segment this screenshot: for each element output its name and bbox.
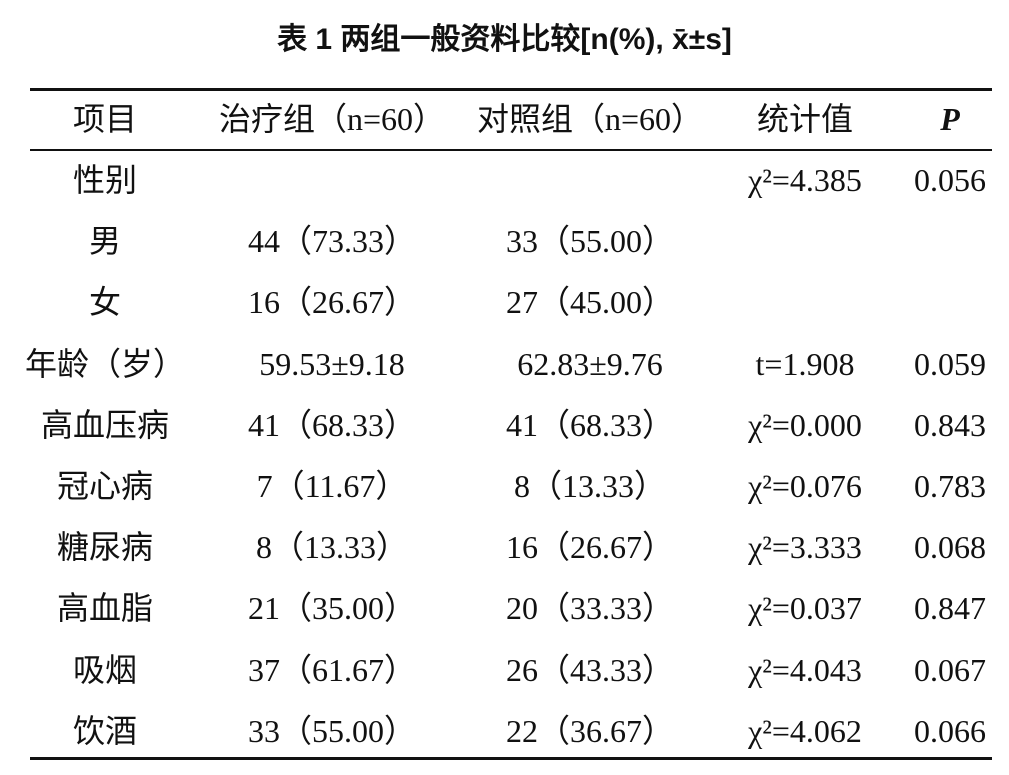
- table-cell: χ²=4.385: [748, 162, 862, 198]
- table-cell: 33（55.00）: [247, 712, 417, 749]
- table-cell: 20（33.33）: [505, 590, 675, 627]
- table-cell: 26（43.33）: [505, 651, 675, 688]
- table-cell: 33（55.00）: [505, 223, 675, 260]
- table-cell: 37（61.67）: [247, 651, 417, 688]
- table-cell: 0.843: [914, 406, 986, 443]
- bottom-rule: [30, 757, 992, 760]
- row-label: 冠心病: [56, 468, 154, 504]
- table-cell: 0.068: [914, 529, 986, 566]
- table-cell: χ²=3.333: [748, 529, 862, 566]
- table-cell: 21（35.00）: [247, 590, 417, 627]
- table-cell: 8（13.33）: [513, 468, 667, 504]
- row-label: 高血脂: [56, 590, 154, 627]
- table-cell: 59.53±9.18: [259, 345, 405, 382]
- table-cell: 0.847: [914, 590, 986, 627]
- table-cell: 7（11.67）: [256, 468, 408, 504]
- table-cell: t=1.908: [755, 345, 855, 382]
- table-cell: 44（73.33）: [247, 223, 417, 260]
- table-cell: 0.066: [914, 712, 986, 749]
- table-cell: 0.783: [914, 468, 986, 504]
- table-cell: 27（45.00）: [505, 284, 675, 321]
- header-cell: 统计值: [756, 101, 854, 137]
- table-cell: χ²=4.062: [748, 712, 862, 749]
- row-label: 吸烟: [72, 651, 138, 688]
- table-cell: χ²=0.000: [748, 406, 862, 443]
- table-cell: χ²=0.037: [748, 590, 862, 627]
- table-cell: 8（13.33）: [255, 529, 409, 566]
- table-title: 表 1 两组一般资料比较[n(%), x̄±s]: [277, 23, 732, 56]
- header-cell: 治疗组（n=60）: [218, 101, 446, 137]
- row-label: 高血压病: [40, 406, 170, 443]
- header-cell: 项目: [72, 101, 138, 137]
- table-cell: 62.83±9.76: [517, 345, 663, 382]
- row-label: 女: [88, 284, 122, 321]
- row-label: 糖尿病: [56, 529, 154, 566]
- table-cell: 41（68.33）: [505, 406, 675, 443]
- table-cell: 0.059: [914, 345, 986, 382]
- row-label: 饮酒: [72, 712, 138, 749]
- row-label: 男: [88, 223, 122, 260]
- table-cell: χ²=4.043: [748, 651, 862, 688]
- header-cell: P: [940, 101, 960, 137]
- table-cell: 16（26.67）: [505, 529, 675, 566]
- row-label: 性别: [72, 162, 138, 198]
- table-cell: 41（68.33）: [247, 406, 417, 443]
- header-cell: 对照组（n=60）: [476, 101, 704, 137]
- header-rule: [30, 149, 992, 151]
- table-cell: χ²=0.076: [748, 468, 862, 504]
- top-rule: [30, 88, 992, 91]
- table-cell: 16（26.67）: [247, 284, 417, 321]
- table-cell: 0.067: [914, 651, 986, 688]
- table-cell: 0.056: [914, 162, 986, 198]
- row-label: 年龄（岁）: [24, 345, 186, 382]
- table-cell: 22（36.67）: [505, 712, 675, 749]
